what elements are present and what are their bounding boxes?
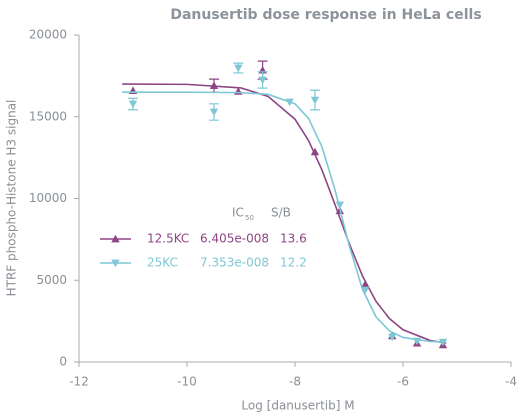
- legend-ic50: 7.353e-008: [200, 256, 269, 270]
- x-tick-label: -8: [289, 375, 301, 389]
- x-tick-label: -6: [397, 375, 409, 389]
- legend-header-ic-sub: 50: [245, 214, 254, 222]
- legend-header-sb: S/B: [271, 206, 291, 220]
- data-point: [361, 280, 370, 288]
- y-axis-label: HTRF phospho-Histone H3 signal: [5, 100, 19, 297]
- x-tick-label: -10: [177, 375, 197, 389]
- legend-marker: [111, 259, 120, 268]
- data-point: [234, 64, 243, 73]
- x-axis-label: Log [danusertib] M: [241, 399, 354, 413]
- data-point: [209, 108, 219, 117]
- data-point: [438, 338, 448, 347]
- data-point: [388, 333, 397, 342]
- data-point: [209, 81, 219, 90]
- y-tick-label: 10000: [29, 191, 67, 205]
- y-tick-label: 5000: [36, 273, 67, 287]
- fit-curve: [122, 91, 447, 343]
- legend-sb: 12.2: [280, 256, 307, 270]
- data-point: [361, 286, 370, 295]
- x-tick-label: -4: [505, 375, 517, 389]
- y-tick-label: 15000: [29, 109, 67, 123]
- legend-header-ic: IC: [232, 206, 244, 220]
- legend-sb: 13.6: [280, 232, 307, 246]
- data-point: [128, 100, 138, 109]
- data-point: [258, 76, 267, 85]
- y-tick-label: 0: [59, 355, 67, 369]
- data-point: [412, 337, 422, 346]
- fit-curve: [122, 83, 447, 344]
- legend-name: 12.5KC: [147, 232, 189, 246]
- legend-ic50: 6.405e-008: [200, 232, 269, 246]
- x-tick-label: -12: [69, 375, 89, 389]
- legend-name: 25KC: [147, 256, 178, 270]
- data-point: [310, 147, 320, 156]
- y-tick-label: 20000: [29, 28, 67, 42]
- chart-title: Danusertib dose response in HeLa cells: [170, 7, 481, 23]
- data-point: [310, 96, 320, 105]
- data-point: [285, 98, 294, 107]
- data-point: [335, 201, 345, 210]
- legend-marker: [111, 234, 120, 243]
